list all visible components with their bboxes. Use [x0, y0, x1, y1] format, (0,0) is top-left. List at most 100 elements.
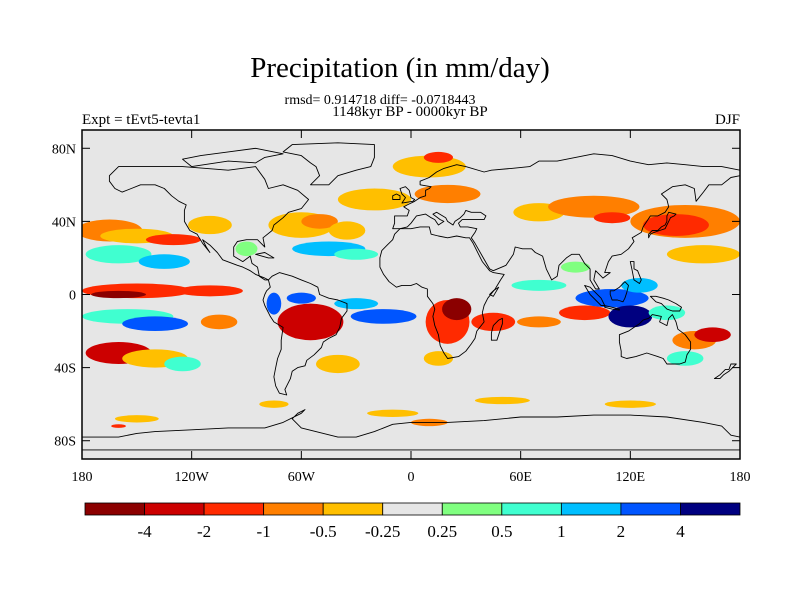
anomaly-region-12: [337, 188, 412, 211]
colorbar-swatch: [501, 502, 562, 516]
anomaly-region-8: [301, 214, 338, 229]
x-tick-label: 60W: [288, 470, 316, 485]
anomaly-region-4: [85, 245, 152, 264]
anomaly-region-43: [517, 316, 561, 328]
coastline-16: [255, 252, 275, 259]
anomaly-region-35: [266, 292, 282, 315]
coastline-13: [490, 317, 503, 341]
anomaly-region-52: [259, 400, 289, 408]
colorbar-swatch: [144, 502, 205, 516]
y-tick-label: 80N: [52, 142, 76, 157]
anomaly-fields: [82, 151, 740, 428]
coastline-11: [609, 281, 629, 303]
anomaly-region-51: [666, 351, 704, 366]
chart-title: Precipitation (in mm/day): [250, 52, 550, 84]
anomaly-region-40: [442, 298, 472, 321]
anomaly-region-45: [575, 289, 649, 308]
anomaly-region-46: [621, 278, 658, 293]
season-label: DJF: [714, 112, 740, 128]
anomaly-region-25: [91, 290, 146, 299]
anomaly-region-56: [114, 415, 159, 423]
y-tick-label: 0: [69, 289, 76, 304]
colorbar-swatch: [263, 502, 324, 516]
anomaly-region-48: [648, 305, 686, 321]
x-tick-label: 180: [72, 470, 93, 485]
colorbar-label: 4: [676, 522, 685, 541]
colorbar-label: 1: [557, 522, 566, 541]
anomaly-region-42: [471, 312, 516, 332]
anomaly-region-17: [548, 195, 640, 218]
experiment-label: Expt = tEvt5-tevta1: [82, 112, 201, 128]
anomaly-region-28: [122, 316, 189, 332]
anomaly-region-11: [334, 248, 379, 260]
coastline-18: [182, 147, 284, 168]
anomaly-region-13: [414, 184, 481, 204]
y-tick-label: 80S: [54, 435, 76, 450]
coastline-4: [618, 314, 692, 365]
colorbar-swatch: [84, 502, 145, 516]
anomaly-region-44: [559, 305, 611, 321]
anomaly-region-15: [423, 151, 454, 163]
colorbar-swatch: [203, 502, 265, 516]
coastline-12: [649, 295, 682, 312]
colorbar-swatch: [441, 502, 503, 516]
anomaly-region-18: [593, 212, 631, 224]
anomaly-region-29: [200, 314, 238, 330]
colorbar-swatch: [620, 502, 681, 516]
colorbar-label: -0.5: [310, 522, 337, 541]
anomaly-region-53: [367, 409, 419, 417]
y-tick-label: 40S: [54, 362, 76, 377]
colorbar-label: 0.5: [491, 522, 512, 541]
colorbar-label: -0.25: [365, 522, 400, 541]
anomaly-region-55: [604, 400, 656, 408]
coastline-14: [713, 363, 737, 380]
colorbar-label: -1: [257, 522, 271, 541]
anomaly-region-33: [277, 303, 344, 341]
anomaly-region-54: [474, 396, 530, 405]
coastline-7: [392, 193, 401, 200]
anomaly-region-37: [350, 309, 417, 324]
anomaly-region-9: [328, 221, 366, 240]
x-tick-label: 120W: [175, 470, 210, 485]
anomaly-region-47: [608, 305, 653, 328]
period-line: 1148kyr BP - 0000kyr BP: [332, 104, 488, 120]
coastline-6: [399, 186, 416, 204]
coastline-1: [262, 272, 348, 396]
colorbar-swatch: [560, 502, 622, 516]
anomaly-region-41: [423, 351, 454, 366]
anomaly-region-22: [560, 261, 591, 273]
coastline-15: [629, 261, 642, 284]
y-tick-label: 40N: [52, 215, 76, 230]
coastline-5: [282, 142, 375, 186]
coastline-10: [604, 305, 620, 311]
anomaly-region-50: [694, 327, 731, 343]
anomaly-region-23: [511, 279, 567, 291]
colorbar-swatch: [322, 502, 384, 516]
colorbar-label: -4: [137, 522, 152, 541]
coastline-17: [82, 409, 740, 451]
axis-ticks: 80N 40N 0 40S 80S 180 120W 60W 0 60E 120E 180: [52, 130, 751, 485]
coastline-0: [108, 166, 310, 281]
anomaly-region-5: [138, 254, 190, 269]
stats-line: rmsd= 0.914718 diff= -0.0718443: [284, 93, 476, 108]
x-tick-label: 180: [730, 470, 751, 485]
colorbar-swatch: [680, 502, 741, 516]
anomaly-region-38: [334, 298, 379, 310]
anomaly-region-6: [235, 241, 258, 257]
colorbar-label: -2: [197, 522, 211, 541]
anomaly-region-34: [286, 292, 316, 304]
coastlines: [82, 142, 740, 451]
anomaly-region-57: [111, 424, 126, 428]
colorbar: -4 -2 -1 -0.5 -0.25 0.25 0.5 1 2 4: [84, 502, 741, 541]
anomaly-region-32: [164, 356, 201, 372]
coastline-2: [379, 226, 505, 359]
coastline-3: [392, 153, 740, 290]
colorbar-label: 0.25: [427, 522, 457, 541]
anomaly-region-21: [666, 245, 740, 264]
x-tick-label: 120E: [616, 470, 646, 485]
anomaly-region-36: [315, 354, 360, 374]
colorbar-swatch: [382, 502, 443, 516]
x-tick-label: 60E: [509, 470, 532, 485]
coastline-8: [648, 211, 677, 239]
